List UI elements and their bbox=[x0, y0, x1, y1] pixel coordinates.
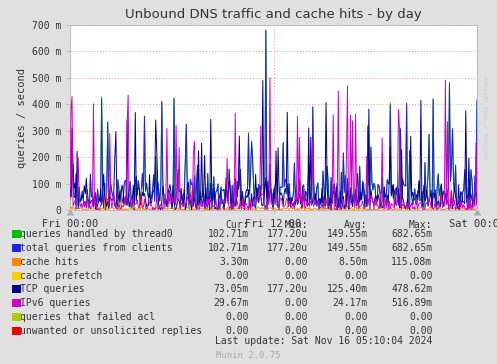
Text: 149.55m: 149.55m bbox=[327, 229, 368, 239]
Text: 0.00: 0.00 bbox=[409, 312, 432, 322]
Text: 29.67m: 29.67m bbox=[213, 298, 248, 308]
Text: 3.30m: 3.30m bbox=[219, 257, 248, 267]
Text: Min:: Min: bbox=[285, 220, 308, 230]
Text: 177.20u: 177.20u bbox=[267, 284, 308, 294]
Y-axis label: queries / second: queries / second bbox=[17, 67, 27, 167]
Text: 149.55m: 149.55m bbox=[327, 243, 368, 253]
Text: TCP queries: TCP queries bbox=[20, 284, 84, 294]
Text: Max:: Max: bbox=[409, 220, 432, 230]
Text: 478.62m: 478.62m bbox=[391, 284, 432, 294]
Text: cache prefetch: cache prefetch bbox=[20, 270, 102, 281]
Text: 0.00: 0.00 bbox=[285, 257, 308, 267]
Text: queries that failed acl: queries that failed acl bbox=[20, 312, 155, 322]
Text: 0.00: 0.00 bbox=[285, 298, 308, 308]
Text: 0.00: 0.00 bbox=[285, 326, 308, 336]
Text: RRDTOOL / TOBI OETIKER: RRDTOOL / TOBI OETIKER bbox=[485, 75, 490, 158]
Text: unwanted or unsolicited replies: unwanted or unsolicited replies bbox=[20, 326, 202, 336]
Text: 0.00: 0.00 bbox=[409, 326, 432, 336]
Text: 0.00: 0.00 bbox=[285, 270, 308, 281]
Text: 0.00: 0.00 bbox=[344, 326, 368, 336]
Text: queries handled by thread0: queries handled by thread0 bbox=[20, 229, 172, 239]
Title: Unbound DNS traffic and cache hits - by day: Unbound DNS traffic and cache hits - by … bbox=[125, 8, 422, 21]
Text: 516.89m: 516.89m bbox=[391, 298, 432, 308]
Text: 73.05m: 73.05m bbox=[213, 284, 248, 294]
Text: 0.00: 0.00 bbox=[225, 312, 248, 322]
Text: Munin 2.0.75: Munin 2.0.75 bbox=[216, 351, 281, 360]
Text: Avg:: Avg: bbox=[344, 220, 368, 230]
Text: 125.40m: 125.40m bbox=[327, 284, 368, 294]
Text: 102.71m: 102.71m bbox=[207, 243, 248, 253]
Text: IPv6 queries: IPv6 queries bbox=[20, 298, 90, 308]
Text: 0.00: 0.00 bbox=[409, 270, 432, 281]
Text: 115.08m: 115.08m bbox=[391, 257, 432, 267]
Text: 102.71m: 102.71m bbox=[207, 229, 248, 239]
Text: 0.00: 0.00 bbox=[285, 312, 308, 322]
Text: cache hits: cache hits bbox=[20, 257, 79, 267]
Text: total queries from clients: total queries from clients bbox=[20, 243, 172, 253]
Text: 8.50m: 8.50m bbox=[338, 257, 368, 267]
Text: Last update: Sat Nov 16 05:10:04 2024: Last update: Sat Nov 16 05:10:04 2024 bbox=[215, 336, 432, 346]
Text: 682.65m: 682.65m bbox=[391, 229, 432, 239]
Text: Cur:: Cur: bbox=[225, 220, 248, 230]
Text: 177.20u: 177.20u bbox=[267, 229, 308, 239]
Text: 0.00: 0.00 bbox=[344, 312, 368, 322]
Text: 0.00: 0.00 bbox=[225, 326, 248, 336]
Text: 24.17m: 24.17m bbox=[332, 298, 368, 308]
Text: 177.20u: 177.20u bbox=[267, 243, 308, 253]
Text: 682.65m: 682.65m bbox=[391, 243, 432, 253]
Text: 0.00: 0.00 bbox=[225, 270, 248, 281]
Text: 0.00: 0.00 bbox=[344, 270, 368, 281]
